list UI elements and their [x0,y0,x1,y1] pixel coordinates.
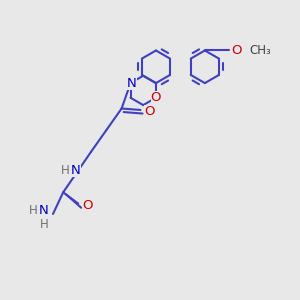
Text: H: H [40,218,49,231]
Text: N: N [39,205,49,218]
Text: CH₃: CH₃ [250,44,271,57]
Text: O: O [144,105,154,118]
Text: O: O [231,44,242,57]
Text: O: O [82,199,92,212]
Text: H: H [29,205,38,218]
Text: N: N [127,76,137,90]
Text: O: O [151,91,161,104]
Text: N: N [71,164,80,177]
Text: H: H [61,164,70,177]
